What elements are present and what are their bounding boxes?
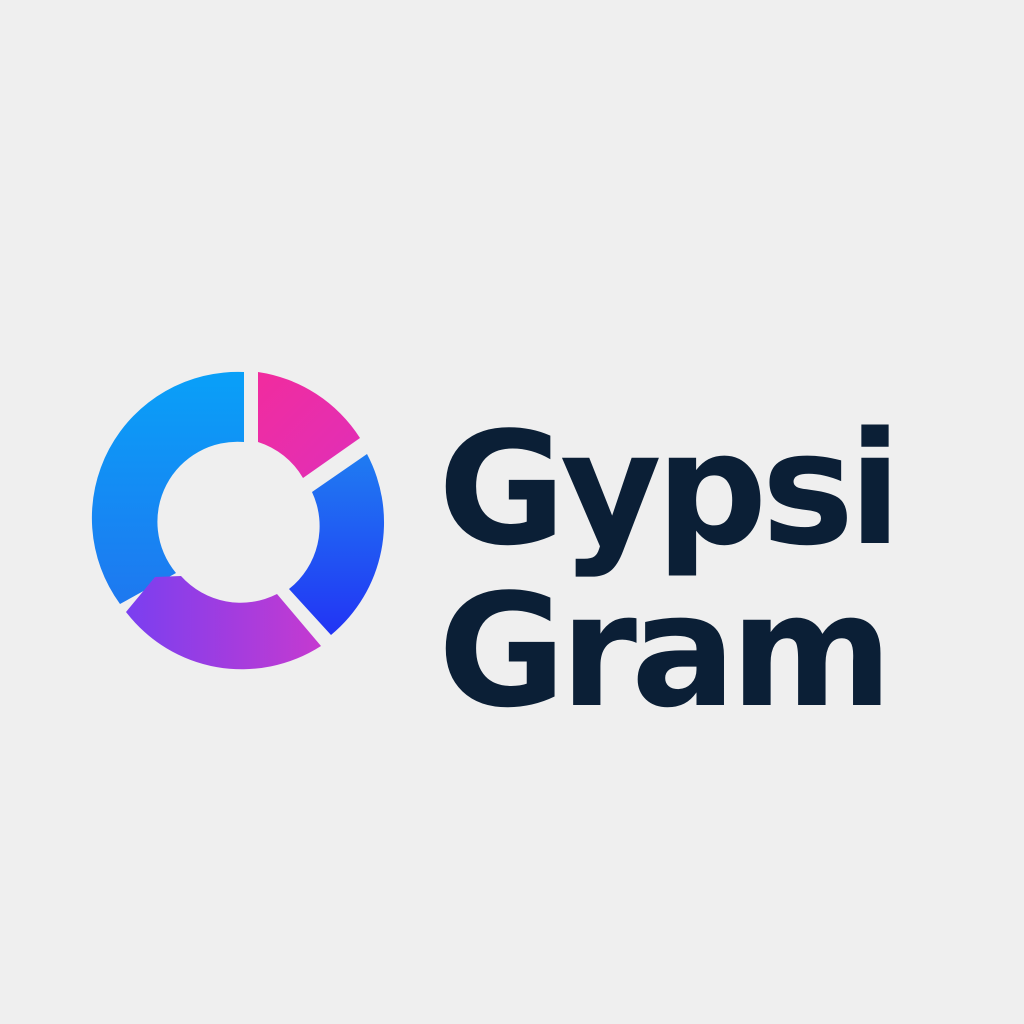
ring-segment-bottom	[126, 576, 321, 670]
brand-name-line-2: Gram	[438, 560, 893, 742]
brand-wordmark: Gypsi Gram	[438, 398, 902, 742]
ring-segment-right	[289, 454, 385, 635]
ring-segment-top-left	[91, 371, 244, 604]
brand-name-line-1: Gypsi	[438, 398, 902, 580]
segmented-ring-icon	[91, 371, 385, 670]
ring-segment-top-right	[258, 372, 360, 478]
